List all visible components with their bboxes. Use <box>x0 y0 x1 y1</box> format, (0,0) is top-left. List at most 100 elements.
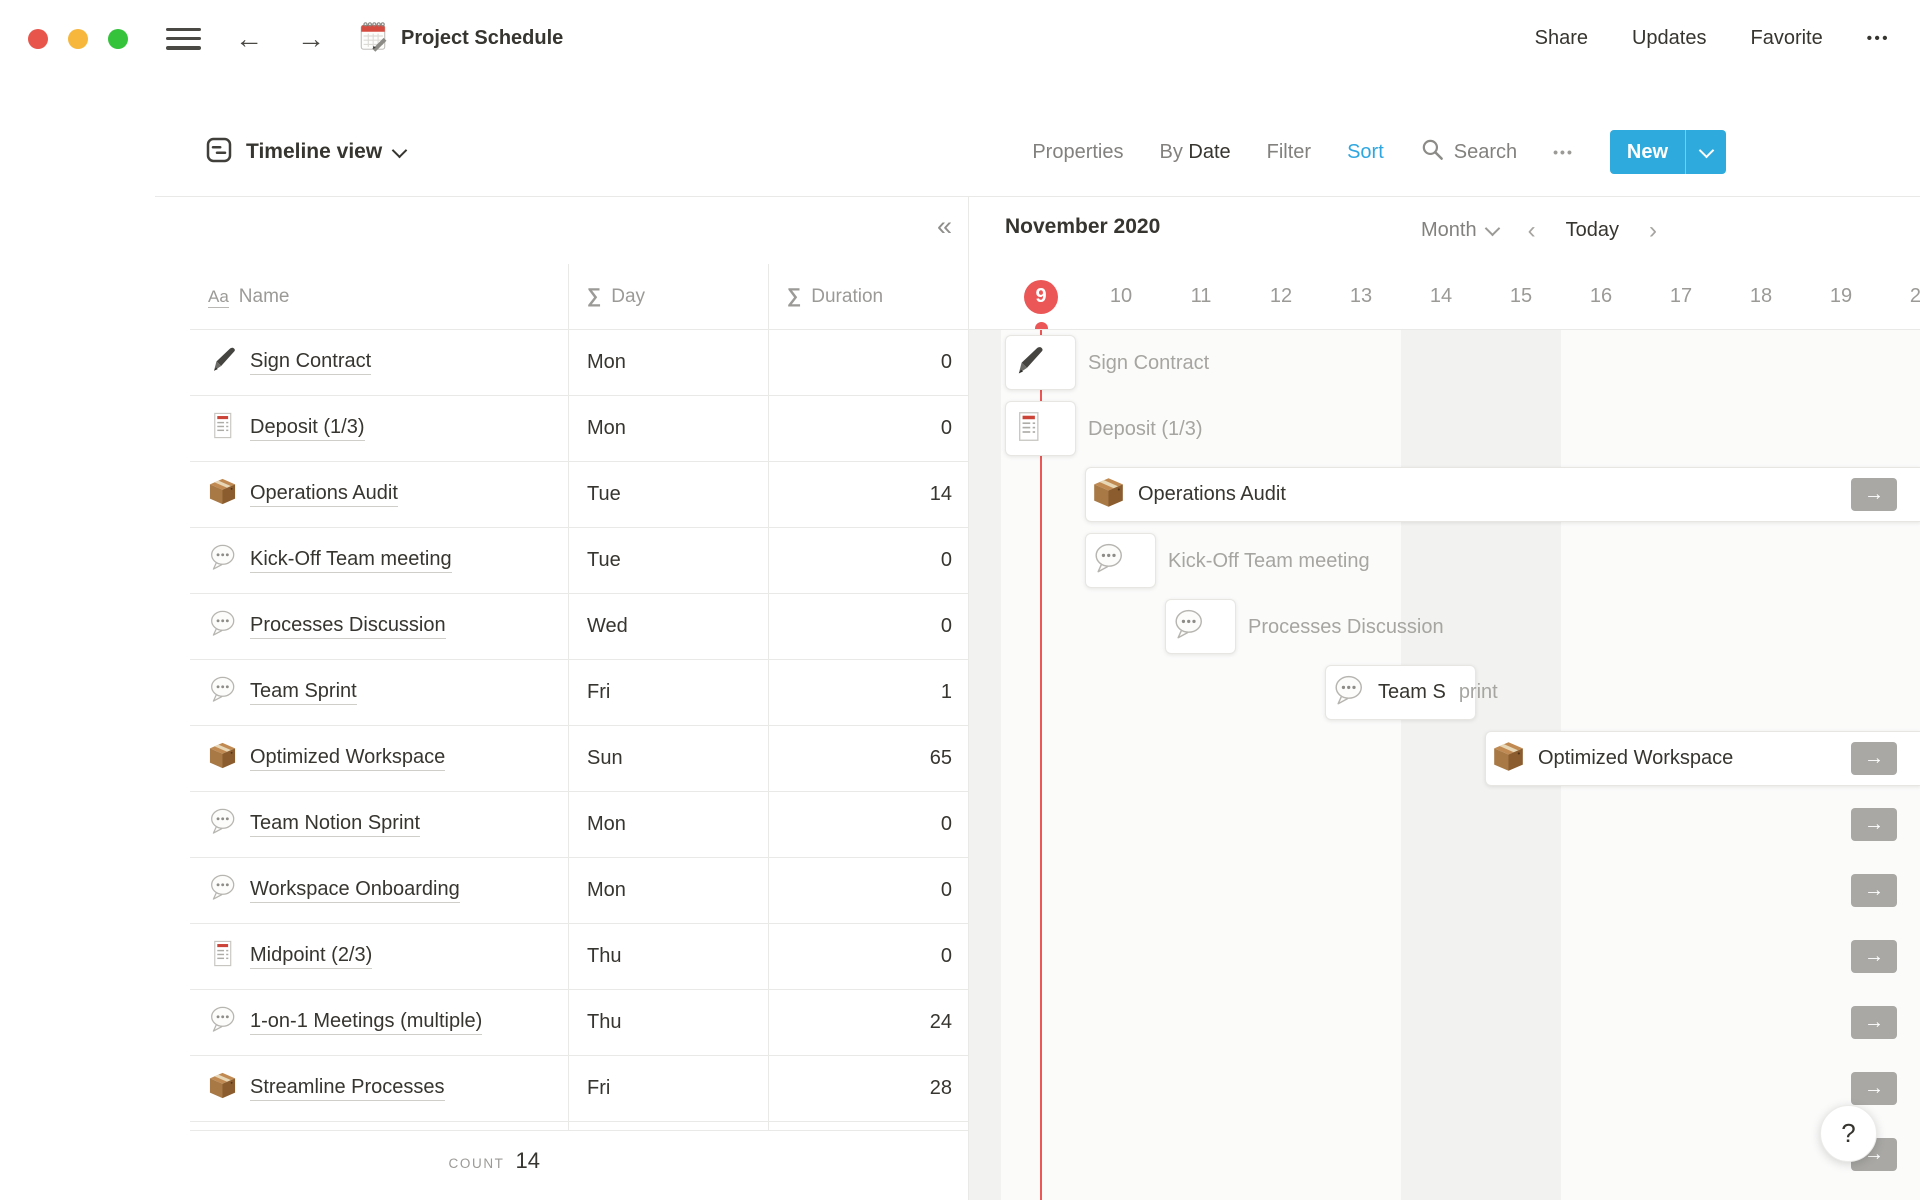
table-row[interactable]: Sign Contract Mon 0 <box>190 330 968 396</box>
table-row[interactable]: Team Sprint Fri 1 <box>190 660 968 726</box>
table-row[interactable]: Workspace Onboarding Mon 0 <box>190 858 968 924</box>
cell-name[interactable]: Operations Audit <box>190 462 568 527</box>
day-18[interactable]: 18 <box>1749 285 1773 307</box>
more-options-icon[interactable]: ••• <box>1866 30 1890 47</box>
breadcrumb[interactable]: Project Schedule <box>357 20 563 57</box>
minimize-window-button[interactable] <box>68 28 88 49</box>
cell-day[interactable]: Thu <box>568 924 768 989</box>
cell-name[interactable]: Workspace Onboarding <box>190 858 568 923</box>
scroll-to-bar-arrow-icon[interactable]: → <box>1851 1072 1897 1105</box>
scroll-to-bar-arrow-icon[interactable]: → <box>1851 940 1897 973</box>
column-header-duration[interactable]: ∑ Duration <box>768 264 968 329</box>
day-19[interactable]: 19 <box>1829 285 1853 307</box>
cell-day[interactable]: Tue <box>568 528 768 593</box>
filter-button[interactable]: Filter <box>1266 140 1312 163</box>
day-9[interactable]: 9 <box>1001 264 1081 329</box>
scroll-to-bar-arrow-icon[interactable]: → <box>1851 478 1897 511</box>
view-switcher[interactable]: Timeline view <box>204 135 408 170</box>
cell-duration[interactable]: 0 <box>768 330 968 395</box>
view-more-icon[interactable]: ••• <box>1553 144 1574 160</box>
day-20[interactable]: 20 <box>1909 285 1920 307</box>
timeline-scale-dropdown[interactable]: Month <box>1421 219 1500 242</box>
cell-day[interactable]: Mon <box>568 858 768 923</box>
day-14[interactable]: 14 <box>1429 285 1453 307</box>
scroll-to-bar-arrow-icon[interactable]: → <box>1851 808 1897 841</box>
day-17[interactable]: 17 <box>1669 285 1693 307</box>
cell-duration[interactable]: 0 <box>768 792 968 857</box>
cell-name[interactable]: Team Notion Sprint <box>190 792 568 857</box>
favorite-button[interactable]: Favorite <box>1750 27 1823 49</box>
table-row[interactable]: Midpoint (2/3) Thu 0 <box>190 924 968 990</box>
gantt-bar-processes-discussion[interactable] <box>1165 599 1236 654</box>
cell-name[interactable]: Deposit (1/3) <box>190 396 568 461</box>
gantt-bar-deposit-1-3-[interactable] <box>1005 401 1076 456</box>
cell-duration[interactable]: 28 <box>768 1056 968 1121</box>
cell-name[interactable]: Streamline Processes <box>190 1056 568 1121</box>
cell-day[interactable]: Fri <box>568 660 768 725</box>
scroll-to-bar-arrow-icon[interactable]: → <box>1851 742 1897 775</box>
table-row[interactable]: 1-on-1 Meetings (multiple) Thu 24 <box>190 990 968 1056</box>
table-row[interactable]: Operations Audit Tue 14 <box>190 462 968 528</box>
properties-button[interactable]: Properties <box>1032 140 1124 163</box>
cell-day[interactable]: Fri <box>568 1056 768 1121</box>
group-by-button[interactable]: By Date <box>1159 141 1230 164</box>
column-header-day[interactable]: ∑ Day <box>568 264 768 329</box>
day-10[interactable]: 10 <box>1109 285 1133 307</box>
cell-day[interactable]: Wed <box>568 594 768 659</box>
cell-duration[interactable]: 0 <box>768 858 968 923</box>
table-row[interactable]: Optimized Workspace Sun 65 <box>190 726 968 792</box>
sort-button[interactable]: Sort <box>1347 140 1384 163</box>
sidebar-menu-icon[interactable] <box>166 27 201 50</box>
cell-duration[interactable]: 65 <box>768 726 968 791</box>
cell-name[interactable]: Optimized Workspace <box>190 726 568 791</box>
cell-name[interactable]: Sign Contract <box>190 330 568 395</box>
close-window-button[interactable] <box>28 28 48 49</box>
next-month-icon[interactable]: › <box>1648 216 1657 244</box>
cell-duration[interactable]: 0 <box>768 594 968 659</box>
back-arrow-icon[interactable]: ← <box>235 22 263 54</box>
cell-name[interactable]: 1-on-1 Meetings (multiple) <box>190 990 568 1055</box>
table-row[interactable]: Processes Discussion Wed 0 <box>190 594 968 660</box>
cell-duration[interactable]: 0 <box>768 396 968 461</box>
cell-day[interactable]: Sun <box>568 726 768 791</box>
cell-day[interactable]: Mon <box>568 330 768 395</box>
table-row[interactable]: Streamline Processes Fri 28 <box>190 1056 968 1122</box>
cell-day[interactable]: Mon <box>568 792 768 857</box>
gantt-bar-operations-audit[interactable]: Operations Audit <box>1085 467 1920 522</box>
gantt-bar-kick-off-team-meeting[interactable] <box>1085 533 1156 588</box>
day-11[interactable]: 11 <box>1190 285 1212 307</box>
count-calculation[interactable]: COUNT 14 <box>190 1148 568 1174</box>
cell-duration[interactable]: 0 <box>768 528 968 593</box>
cell-name[interactable]: Processes Discussion <box>190 594 568 659</box>
cell-name[interactable]: Midpoint (2/3) <box>190 924 568 989</box>
cell-name[interactable]: Team Sprint <box>190 660 568 725</box>
cell-duration[interactable]: 0 <box>768 924 968 989</box>
column-header-name[interactable]: Aa Name <box>190 264 568 329</box>
table-row[interactable]: Kick-Off Team meeting Tue 0 <box>190 528 968 594</box>
scroll-to-bar-arrow-icon[interactable]: → <box>1851 1006 1897 1039</box>
new-button[interactable]: New <box>1609 130 1726 174</box>
forward-arrow-icon[interactable]: → <box>297 22 325 54</box>
gantt-bar-sign-contract[interactable] <box>1005 335 1076 390</box>
help-button[interactable]: ? <box>1820 1105 1877 1162</box>
cell-duration[interactable]: 14 <box>768 462 968 527</box>
table-row[interactable]: Team Notion Sprint Mon 0 <box>190 792 968 858</box>
cell-name[interactable]: Kick-Off Team meeting <box>190 528 568 593</box>
gantt-bar-optimized-workspace[interactable]: Optimized Workspace <box>1485 731 1920 786</box>
share-button[interactable]: Share <box>1534 27 1588 49</box>
cell-duration[interactable]: 1 <box>768 660 968 725</box>
day-15[interactable]: 15 <box>1509 285 1533 307</box>
zoom-window-button[interactable] <box>108 28 128 49</box>
table-row[interactable]: Deposit (1/3) Mon 0 <box>190 396 968 462</box>
scroll-to-bar-arrow-icon[interactable]: → <box>1851 874 1897 907</box>
cell-day[interactable]: Mon <box>568 396 768 461</box>
cell-day[interactable]: Thu <box>568 990 768 1055</box>
prev-month-icon[interactable]: ‹ <box>1527 216 1536 244</box>
search-button[interactable]: Search <box>1420 137 1517 168</box>
day-12[interactable]: 12 <box>1269 285 1293 307</box>
day-13[interactable]: 13 <box>1349 285 1373 307</box>
new-button-caret[interactable] <box>1686 130 1726 174</box>
gantt-bar-team-sprint[interactable]: Team S print <box>1325 665 1498 720</box>
cell-day[interactable]: Tue <box>568 462 768 527</box>
cell-duration[interactable]: 24 <box>768 990 968 1055</box>
